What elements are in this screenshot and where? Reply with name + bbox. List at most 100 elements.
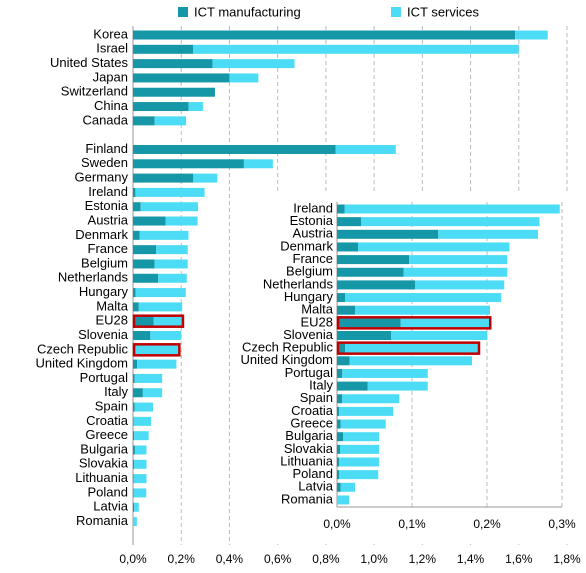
- y-tick-label: United Kingdom: [36, 356, 129, 371]
- y-tick-label: Korea: [93, 26, 128, 41]
- y-tick-label: Romania: [76, 513, 129, 528]
- legend-swatch: [178, 7, 188, 17]
- bar: [140, 202, 199, 212]
- y-tick-label: Italy: [309, 378, 333, 393]
- bar: [137, 359, 177, 369]
- bar: [133, 488, 147, 498]
- bar: [133, 316, 154, 326]
- y-tick-label: Portugal: [80, 370, 129, 385]
- bar: [337, 242, 358, 252]
- bar: [133, 173, 194, 183]
- bar: [133, 59, 213, 69]
- bar: [344, 204, 560, 214]
- bar: [342, 394, 400, 404]
- bar: [367, 381, 428, 391]
- y-tick-label: Slovenia: [78, 327, 129, 342]
- y-tick-label: Canada: [82, 112, 128, 127]
- bar: [337, 229, 439, 239]
- bar: [133, 216, 166, 226]
- bar: [133, 488, 134, 498]
- bar: [337, 381, 368, 391]
- bar: [133, 459, 134, 469]
- y-tick-label: Hungary: [79, 284, 129, 299]
- y-tick-label: Estonia: [290, 213, 334, 228]
- bar: [345, 343, 478, 353]
- bar: [403, 267, 508, 277]
- y-tick-label: Switzerland: [61, 84, 128, 99]
- y-tick-label: Latvia: [298, 479, 333, 494]
- bar: [133, 87, 215, 97]
- y-tick-label: Poland: [88, 484, 128, 499]
- bar: [340, 419, 386, 429]
- bar: [337, 419, 341, 429]
- bar: [337, 267, 404, 277]
- bar: [133, 445, 135, 455]
- bar: [135, 187, 205, 197]
- y-tick-label: Slovenia: [283, 327, 334, 342]
- bar: [158, 273, 187, 283]
- bar: [337, 432, 343, 442]
- x-tick-label: 0,8%: [312, 552, 340, 566]
- y-tick-label: Greece: [290, 415, 333, 430]
- bar: [515, 30, 548, 40]
- bar: [337, 318, 401, 328]
- legend-label: ICT services: [407, 4, 479, 19]
- x-tick-label: 0,4%: [216, 552, 244, 566]
- x-tick-label: 0,6%: [264, 552, 292, 566]
- bar: [337, 331, 391, 340]
- y-tick-label: Hungary: [284, 289, 334, 304]
- y-tick-label: Belgium: [286, 264, 333, 279]
- bar: [135, 288, 186, 298]
- x-tick-label: 0,0%: [119, 552, 147, 566]
- bar: [165, 216, 198, 226]
- bar: [134, 445, 147, 455]
- x-tick-label: 0,2%: [473, 517, 501, 531]
- bar: [400, 318, 490, 328]
- bar: [133, 273, 159, 283]
- x-tick-label: 1,4%: [457, 552, 485, 566]
- y-tick-label: Ireland: [88, 184, 128, 199]
- y-tick-label: Latvia: [93, 499, 128, 514]
- bar: [135, 345, 179, 355]
- bar: [133, 474, 147, 484]
- y-tick-label: Malta: [301, 302, 334, 317]
- bar: [337, 280, 415, 290]
- bar: [134, 373, 163, 383]
- y-tick-label: Ireland: [293, 200, 333, 215]
- bar: [193, 44, 519, 54]
- y-tick-label: Austria: [88, 212, 129, 227]
- bar: [349, 356, 472, 366]
- y-tick-label: Germany: [75, 170, 129, 185]
- bar: [133, 416, 134, 426]
- y-tick-label: Denmark: [280, 238, 333, 253]
- y-tick-label: France: [88, 241, 128, 256]
- bar: [133, 359, 138, 369]
- bar: [133, 517, 137, 527]
- bar: [133, 288, 136, 298]
- y-tick-label: Romania: [281, 491, 334, 506]
- y-tick-label: Czech Republic: [37, 341, 129, 356]
- bar: [335, 144, 396, 154]
- x-tick-label: 1,6%: [505, 552, 533, 566]
- bar: [133, 159, 244, 169]
- bar: [134, 502, 139, 512]
- bar: [337, 495, 349, 505]
- y-tick-label: Bulgaria: [285, 428, 333, 443]
- bar: [134, 402, 154, 412]
- bar: [391, 331, 487, 340]
- y-tick-label: China: [94, 98, 129, 113]
- bar: [337, 356, 350, 366]
- bar: [156, 245, 188, 255]
- bar: [345, 293, 502, 303]
- bar: [139, 230, 189, 240]
- highlight-box: [336, 316, 492, 330]
- bar: [343, 432, 379, 442]
- x-tick-label: 0,1%: [398, 517, 426, 531]
- bar: [133, 459, 147, 469]
- bar: [337, 470, 340, 480]
- x-tick-label: 1,2%: [409, 552, 437, 566]
- y-tick-label: EU28: [95, 313, 128, 328]
- inset-background: [262, 194, 578, 542]
- y-tick-label: Czech Republic: [242, 340, 334, 355]
- bar: [133, 402, 135, 412]
